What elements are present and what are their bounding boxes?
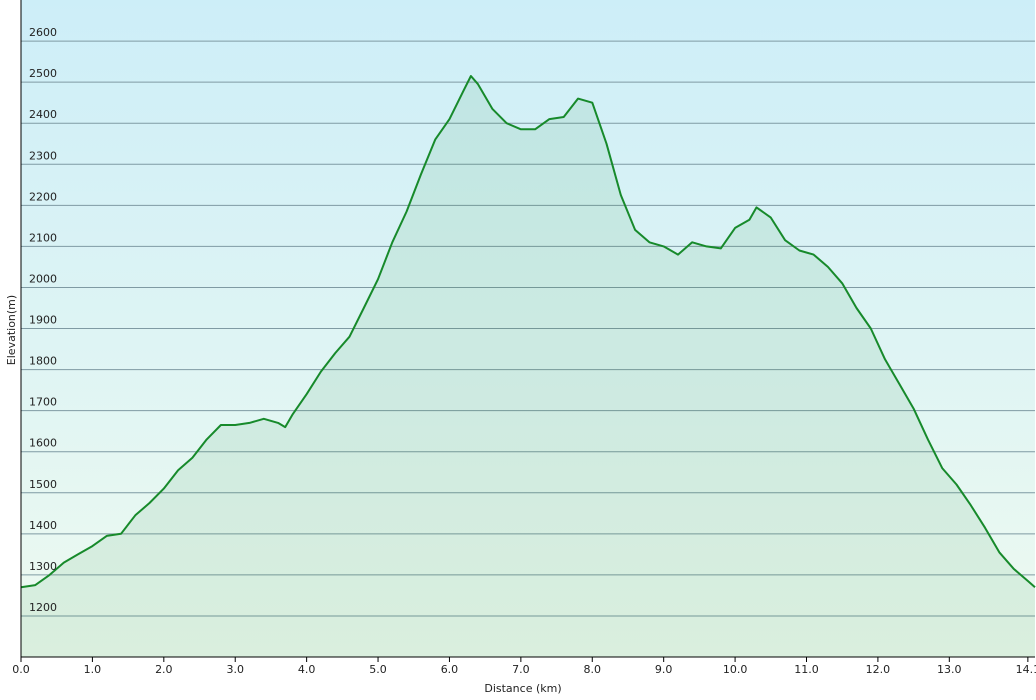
y-tick-label: 1200 xyxy=(29,601,57,614)
y-axis-label: Elevation(m) xyxy=(5,295,18,365)
x-tick-label: 12.0 xyxy=(866,663,891,676)
y-tick-label: 1400 xyxy=(29,519,57,532)
x-tick-label: 5.0 xyxy=(369,663,387,676)
x-tick-label: 1.0 xyxy=(84,663,102,676)
y-tick-label: 2100 xyxy=(29,231,57,244)
y-tick-label: 2500 xyxy=(29,67,57,80)
x-tick-label: 4.0 xyxy=(298,663,316,676)
x-tick-label: 0.0 xyxy=(12,663,30,676)
x-tick-label: 6.0 xyxy=(441,663,459,676)
x-tick-label: 13.0 xyxy=(937,663,962,676)
area-fill xyxy=(21,76,1035,657)
y-tick-label: 1800 xyxy=(29,355,57,368)
x-tick-label: 14.1 xyxy=(1016,663,1036,676)
x-axis-label: Distance (km) xyxy=(484,682,561,695)
x-tick-label: 9.0 xyxy=(655,663,673,676)
y-tick-label: 1300 xyxy=(29,560,57,573)
x-tick-label: 2.0 xyxy=(155,663,173,676)
grid xyxy=(20,40,1035,662)
y-tick-label: 2200 xyxy=(29,190,57,203)
marks xyxy=(20,75,1036,657)
elevation-line xyxy=(20,75,1036,589)
x-tick-label: 8.0 xyxy=(584,663,602,676)
x-tick-label: 7.0 xyxy=(512,663,530,676)
y-tick-label: 2600 xyxy=(29,26,57,39)
y-tick-label: 1600 xyxy=(29,437,57,450)
labels: 1200 1300 1400 1500 1600 1700 1800 1900 2000 2100… xyxy=(12,26,1036,676)
y-tick-label: 1700 xyxy=(29,396,57,409)
y-tick-label: 2300 xyxy=(29,149,57,162)
x-tick-label: 3.0 xyxy=(226,663,244,676)
y-tick-label: 1500 xyxy=(29,478,57,491)
y-tick-label: 2000 xyxy=(29,272,57,285)
x-tick-label: 10.0 xyxy=(723,663,748,676)
x-tick-label: 11.0 xyxy=(794,663,819,676)
y-tick-label: 1900 xyxy=(29,314,57,327)
y-tick-label: 2400 xyxy=(29,108,57,121)
